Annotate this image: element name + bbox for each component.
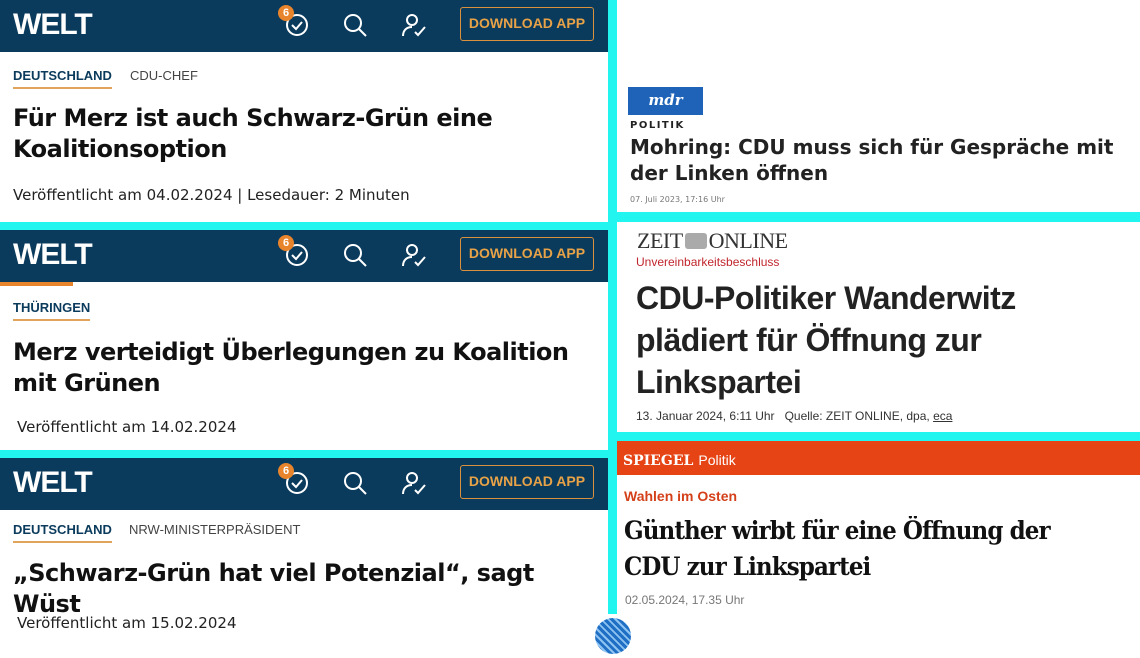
section-label[interactable]: Politik <box>698 452 736 468</box>
headline[interactable]: Günther wirbt für eine Öffnung der CDU z… <box>624 516 1051 581</box>
divider <box>608 0 617 614</box>
publish-date: Veröffentlicht am 15.02.2024 <box>17 614 237 632</box>
source: Quelle: ZEIT ONLINE, dpa, <box>784 409 930 423</box>
globe-logo-icon <box>595 618 631 654</box>
notification-badge: 6 <box>278 235 294 251</box>
search-icon[interactable] <box>342 12 368 38</box>
welt-header: WELT 6 DOWNLOAD APP <box>0 0 608 52</box>
user-login-icon[interactable] <box>401 12 427 38</box>
divider <box>617 432 1140 441</box>
notification-badge: 6 <box>278 5 294 21</box>
search-icon[interactable] <box>342 470 368 496</box>
welt-logo[interactable]: WELT <box>13 466 93 499</box>
headline[interactable]: Für Merz ist auch Schwarz-Grün eine Koal… <box>13 104 493 163</box>
publish-date: Veröffentlicht am 04.02.2024 | Lesedauer… <box>13 186 410 204</box>
user-login-icon[interactable] <box>401 470 427 496</box>
divider <box>617 212 1140 222</box>
timestamp: 07. Juli 2023, 17:16 Uhr <box>630 195 725 204</box>
headline[interactable]: Merz verteidigt Überlegungen zu Koalitio… <box>13 338 569 397</box>
headline[interactable]: Mohring: CDU muss sich für Gespräche mit… <box>630 135 1114 185</box>
publish-date: Veröffentlicht am 14.02.2024 <box>17 418 237 436</box>
spiegel-article: SPIEGEL Politik Wahlen im Osten Günther … <box>617 441 1140 614</box>
spiegel-logo: SPIEGEL <box>623 453 694 469</box>
headline[interactable]: CDU-Politiker Wanderwitz plädiert für Öf… <box>636 280 1016 400</box>
eagle-emblem-icon <box>684 233 707 249</box>
spiegel-header: SPIEGEL Politik <box>617 441 1140 475</box>
welt-logo[interactable]: WELT <box>13 8 93 41</box>
section-link[interactable]: DEUTSCHLAND <box>13 68 112 89</box>
headline[interactable]: „Schwarz-Grün hat viel Potenzial“, sagt … <box>13 559 534 618</box>
welt-article-3: WELT 6 DOWNLOAD APP DEUTSCHLAND NRW-MINI… <box>0 458 608 658</box>
topic-link[interactable]: CDU-CHEF <box>130 68 198 83</box>
history-clock-icon[interactable] <box>284 242 310 268</box>
timestamp: 13. Januar 2024, 6:11 Uhr <box>636 409 775 423</box>
download-app-button[interactable]: DOWNLOAD APP <box>460 465 594 499</box>
zeit-logo: ZEIT ONLINE <box>637 228 788 254</box>
section-label: POLITIK <box>630 120 685 131</box>
download-app-button[interactable]: DOWNLOAD APP <box>460 7 594 41</box>
welt-article-2: WELT 6 DOWNLOAD APP THÜRINGEN Merz verte… <box>0 230 608 450</box>
welt-header: WELT 6 DOWNLOAD APP <box>0 230 608 282</box>
welt-logo[interactable]: WELT <box>13 238 93 271</box>
author-link[interactable]: eca <box>933 409 953 423</box>
welt-article-1: WELT 6 DOWNLOAD APP DEUTSCHLAND CDU-CHEF… <box>0 0 608 222</box>
section-link[interactable]: THÜRINGEN <box>13 300 91 321</box>
zeit-article: ZEIT ONLINE Unvereinbarkeitsbeschluss CDU… <box>617 222 1140 432</box>
progress-bar <box>0 282 73 286</box>
history-clock-icon[interactable] <box>284 470 310 496</box>
divider <box>0 222 608 230</box>
timestamp: 02.05.2024, 17.35 Uhr <box>625 593 745 607</box>
topic-link[interactable]: NRW-MINISTERPRÄSIDENT <box>129 522 301 537</box>
mdr-logo: mdr <box>628 87 703 115</box>
welt-header: WELT 6 DOWNLOAD APP <box>0 458 608 510</box>
section-link[interactable]: DEUTSCHLAND <box>13 522 112 543</box>
logo-text: ZEIT <box>637 228 683 253</box>
kicker: Wahlen im Osten <box>624 488 738 504</box>
user-login-icon[interactable] <box>401 242 427 268</box>
logo-text: ONLINE <box>708 228 788 253</box>
mdr-article: mdr POLITIK Mohring: CDU muss sich für G… <box>617 0 1140 212</box>
download-app-button[interactable]: DOWNLOAD APP <box>460 237 594 271</box>
search-icon[interactable] <box>342 242 368 268</box>
byline: 13. Januar 2024, 6:11 Uhr Quelle: ZEIT O… <box>636 409 952 423</box>
history-clock-icon[interactable] <box>284 12 310 38</box>
notification-badge: 6 <box>278 463 294 479</box>
divider <box>0 450 608 458</box>
kicker: Unvereinbarkeitsbeschluss <box>636 255 780 269</box>
